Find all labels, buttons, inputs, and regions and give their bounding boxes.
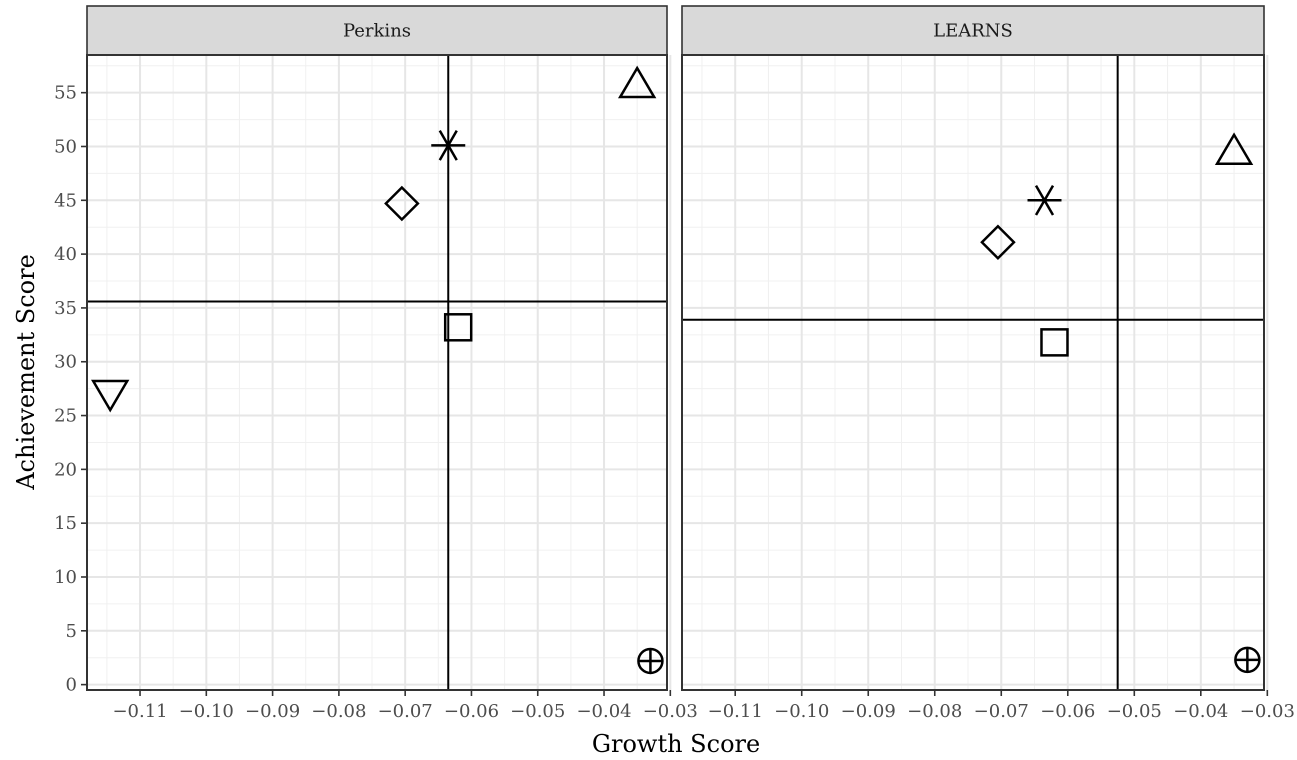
x-tick-label: −0.10 — [774, 701, 829, 722]
point-circle-plus — [1234, 646, 1261, 674]
asterisk-stroke — [1034, 184, 1055, 216]
y-tick-label: 45 — [54, 190, 77, 211]
panel-border — [86, 54, 668, 691]
y-tick-label: 35 — [54, 298, 77, 319]
y-tick-label: 25 — [54, 406, 77, 427]
panel-strip — [681, 5, 1265, 56]
x-tick-label: −0.08 — [907, 701, 962, 722]
y-tick-label: 15 — [54, 513, 77, 534]
point-triangle-up — [617, 65, 657, 99]
x-tick-label: −0.07 — [378, 701, 433, 722]
point-triangle-down — [91, 379, 130, 413]
x-tick-label: −0.04 — [576, 701, 631, 722]
x-tick-label: −0.05 — [510, 701, 565, 722]
x-tick-label: −0.07 — [974, 701, 1029, 722]
y-tick-label: 0 — [66, 675, 77, 696]
point-circle-plus — [637, 647, 664, 675]
point-asterisk — [431, 130, 466, 161]
panel-strip-label: LEARNS — [933, 21, 1013, 42]
triangle-up-marker — [1214, 132, 1254, 166]
point-diamond — [980, 224, 1016, 261]
y-tick-label: 5 — [66, 621, 77, 642]
triangle-down-marker — [91, 379, 130, 413]
x-tick-label: −0.11 — [112, 701, 167, 722]
diamond-marker — [384, 185, 420, 222]
y-tick-label: 30 — [54, 352, 77, 373]
y-axis-title: Achievement Score — [12, 254, 40, 491]
square-marker — [443, 313, 473, 342]
panel-perkins: Perkins −0.11 −0.10 −0.09 −0.08 −0.07 −0.06 −0.… — [54, 5, 698, 722]
y-tick-label: 40 — [54, 244, 77, 265]
point-square — [1040, 328, 1069, 357]
x-tick-label: −0.04 — [1173, 701, 1228, 722]
x-tick-label: −0.03 — [643, 701, 698, 722]
y-tick-label: 55 — [54, 83, 77, 104]
x-tick-label: −0.11 — [708, 701, 763, 722]
square-marker — [1040, 328, 1069, 357]
point-square — [443, 313, 473, 342]
panel-strip — [86, 5, 668, 56]
point-diamond — [384, 185, 420, 222]
panel-border — [681, 54, 1265, 691]
x-tick-label: −0.10 — [179, 701, 234, 722]
x-axis-title: Growth Score — [592, 730, 760, 758]
x-tick-label: −0.06 — [444, 701, 499, 722]
y-tick-label: 50 — [54, 136, 77, 157]
x-tick-label: −0.06 — [1040, 701, 1095, 722]
y-tick-label: 20 — [54, 459, 77, 480]
point-triangle-up — [1214, 132, 1254, 166]
point-asterisk — [1027, 184, 1062, 216]
asterisk-stroke — [438, 130, 458, 161]
diamond-marker — [980, 224, 1016, 261]
panel-learns: LEARNS −0.11 −0.10 −0.09 −0.08 −0.07 −0.06 −0.0… — [681, 5, 1295, 722]
x-tick-label: −0.08 — [311, 701, 366, 722]
triangle-up-marker — [617, 65, 657, 99]
x-tick-label: −0.09 — [841, 701, 896, 722]
x-tick-label: −0.09 — [245, 701, 300, 722]
y-tick-label: 10 — [54, 567, 77, 588]
plot-area — [87, 55, 667, 690]
panel-strip-label: Perkins — [343, 21, 411, 42]
x-tick-label: −0.03 — [1240, 701, 1295, 722]
x-tick-label: −0.05 — [1107, 701, 1162, 722]
plot-area — [682, 55, 1264, 690]
